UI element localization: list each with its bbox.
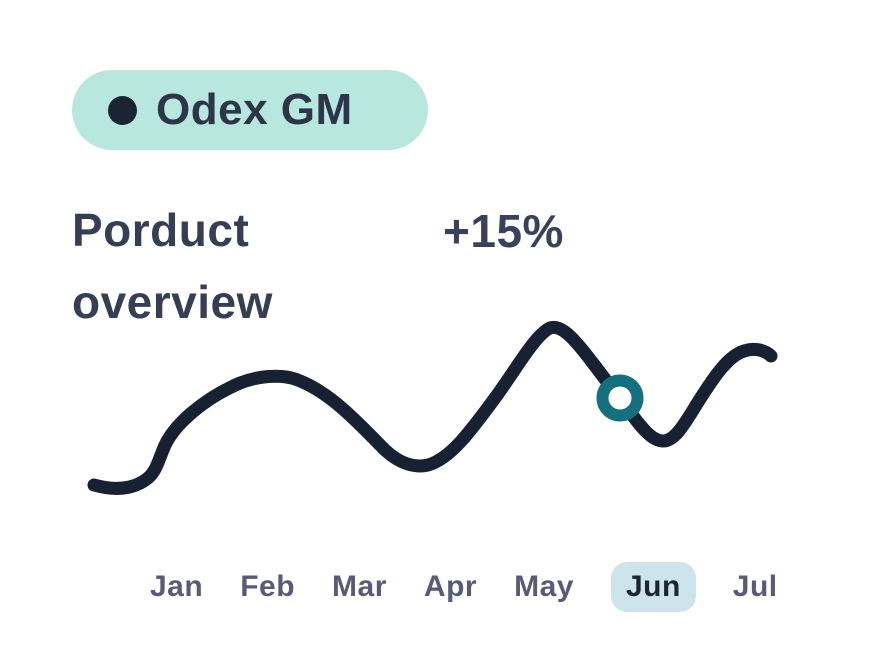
trend-stat: +15%: [443, 205, 564, 257]
legend-badge-odex-gm[interactable]: Odex GM: [72, 70, 428, 150]
month-tab-feb[interactable]: Feb: [240, 570, 296, 603]
month-axis: Jan Feb Mar Apr May Jun Jul: [150, 560, 778, 614]
legend-dot-icon: [108, 95, 137, 125]
month-tab-may[interactable]: May: [514, 570, 574, 603]
month-tab-jun-selected[interactable]: Jun: [610, 562, 696, 612]
chart-marker-jun[interactable]: [596, 374, 644, 422]
page-title: Porduct overview: [72, 204, 273, 328]
legend-label: Odex GM: [156, 85, 353, 134]
month-tab-apr[interactable]: Apr: [423, 570, 478, 603]
month-tab-jan[interactable]: Jan: [150, 570, 204, 603]
chart-line: [87, 320, 778, 495]
month-tab-jul[interactable]: Jul: [732, 570, 778, 603]
month-tab-mar[interactable]: Mar: [332, 570, 387, 603]
